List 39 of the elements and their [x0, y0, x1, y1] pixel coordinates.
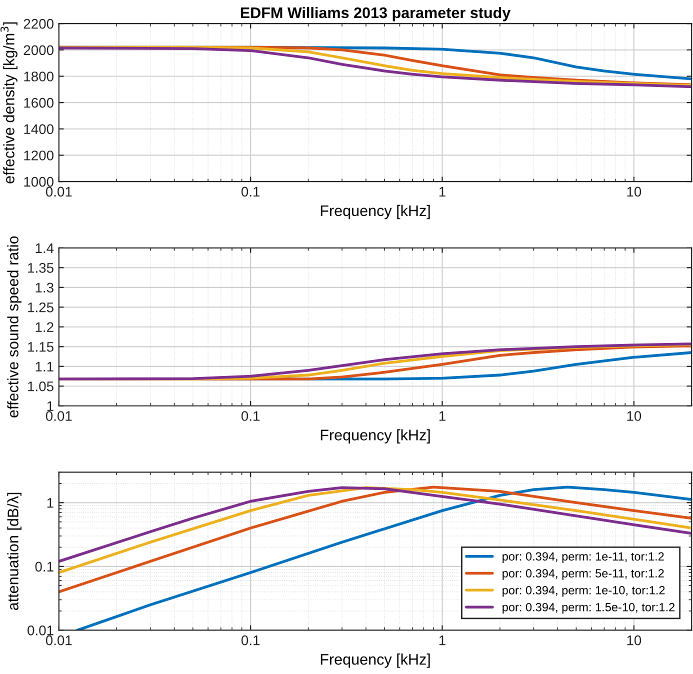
y-tick-label: 0.01: [28, 626, 54, 636]
legend-label: por: 0.394, perm: 5e-11, tor:1.2: [502, 569, 664, 580]
legend-label: por: 0.394, perm: 1.5e-10, tor:1.2: [502, 602, 675, 614]
chart-title: EDFM Williams 2013 parameter study: [240, 6, 511, 22]
x-tick-label: 0.1: [241, 635, 260, 646]
x-tick-label: 10: [627, 635, 642, 646]
y-tick-label: 1800: [24, 72, 54, 82]
y-tick-label: 1.1: [36, 362, 54, 372]
x-axis-title: Frequency [kHz]: [320, 429, 430, 444]
x-axis-title: Frequency [kHz]: [320, 654, 430, 668]
y-tick-label: 1400: [24, 124, 54, 134]
y-tick-label: 1.15: [28, 342, 54, 352]
legend-label: por: 0.394, perm: 1e-10, tor:1.2: [502, 586, 665, 597]
y-tick-label: 1.3: [36, 282, 54, 293]
y-tick-label: 1.35: [28, 262, 54, 273]
x-tick-label: 1: [439, 411, 446, 421]
y-tick-label: 0.1: [35, 562, 54, 572]
y-tick-label: 2200: [24, 18, 54, 29]
y-tick-label: 1.05: [28, 381, 54, 392]
y-tick-label: 1600: [24, 98, 54, 108]
y-axis-title: effective density [kg/m$^{3}$]: [0, 22, 18, 184]
x-tick-label: 0.1: [241, 411, 260, 421]
x-axis-title: Frequency [kHz]: [320, 204, 430, 220]
y-tick-label: 1: [47, 401, 54, 411]
y-tick-label: 1200: [24, 150, 54, 160]
y-tick-label: 1.4: [36, 243, 54, 253]
x-tick-label: 1: [439, 636, 446, 646]
legend-label: por: 0.394, perm: 1e-11, tor:1.2: [502, 552, 664, 563]
x-tick-label: 10: [627, 186, 642, 197]
x-tick-label: 10: [627, 411, 642, 421]
y-tick-label: 1000: [24, 176, 54, 187]
y-tick-label: 1.25: [28, 302, 54, 312]
x-tick-label: 0.1: [241, 186, 260, 197]
y-tick-label: 1: [47, 498, 54, 508]
y-tick-label: 2000: [24, 45, 54, 56]
x-tick-label: 1: [439, 186, 446, 196]
y-tick-label: 1.2: [36, 322, 54, 332]
y-axis-title: attenuation [dB/λ]: [7, 492, 22, 610]
y-axis-title: effective sound speed ratio: [7, 236, 22, 418]
